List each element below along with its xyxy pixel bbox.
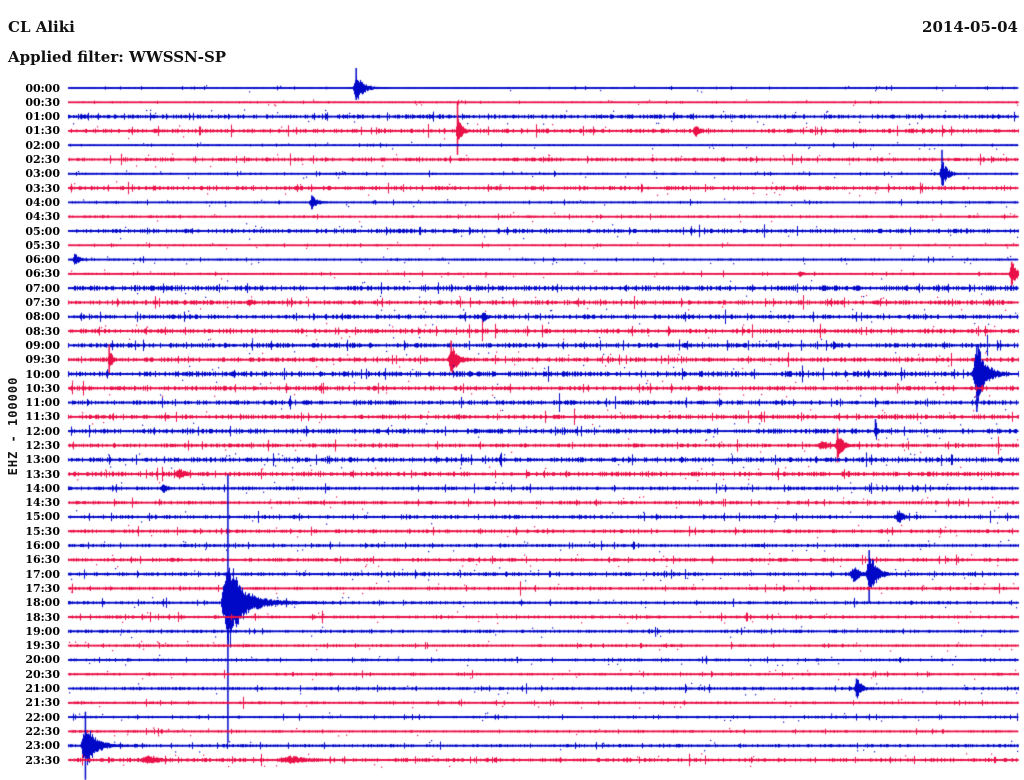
trace-time-label: 16:00 bbox=[25, 539, 60, 552]
trace-time-label: 05:30 bbox=[25, 238, 60, 252]
trace-time-label: 11:30 bbox=[25, 410, 60, 424]
trace-time-label: 03:30 bbox=[25, 181, 60, 195]
trace-time-label: 03:00 bbox=[25, 167, 60, 181]
trace-time-label: 17:00 bbox=[25, 567, 60, 581]
trace-time-label: 17:30 bbox=[25, 581, 60, 595]
trace-time-label: 23:00 bbox=[25, 739, 60, 753]
trace-time-label: 12:00 bbox=[25, 424, 60, 438]
trace-time-label: 08:00 bbox=[25, 310, 60, 324]
trace-time-label: 10:00 bbox=[25, 367, 60, 381]
trace-time-label: 22:00 bbox=[25, 710, 60, 724]
trace-time-label: 01:00 bbox=[25, 110, 60, 124]
trace-time-label: 02:00 bbox=[25, 138, 60, 152]
trace-time-label: 04:30 bbox=[25, 210, 60, 224]
trace-time-label: 10:30 bbox=[25, 381, 60, 395]
trace-time-label: 14:00 bbox=[25, 481, 60, 495]
trace-time-label: 15:30 bbox=[25, 524, 60, 538]
trace-time-label: 00:30 bbox=[25, 95, 60, 109]
trace-time-label: 00:00 bbox=[25, 81, 60, 95]
trace-time-label: 07:00 bbox=[25, 281, 60, 295]
trace-time-label: 19:00 bbox=[25, 624, 60, 638]
trace-time-label: 20:30 bbox=[25, 667, 60, 681]
trace-time-label: 23:30 bbox=[25, 753, 60, 767]
trace-time-label: 15:00 bbox=[25, 510, 60, 524]
trace-time-label: 07:30 bbox=[25, 296, 60, 309]
trace-time-label: 18:00 bbox=[25, 596, 60, 610]
trace-time-label: 08:30 bbox=[25, 324, 60, 338]
trace-time-label: 05:00 bbox=[25, 224, 60, 238]
trace-time-label: 04:00 bbox=[25, 195, 60, 209]
trace-time-label: 21:30 bbox=[25, 696, 60, 710]
trace-time-label: 13:00 bbox=[25, 453, 60, 467]
trace-time-label: 12:30 bbox=[25, 438, 60, 452]
trace-time-label: 09:00 bbox=[25, 338, 60, 352]
trace-time-label: 22:30 bbox=[25, 724, 60, 738]
trace-time-label: 01:30 bbox=[25, 124, 60, 138]
trace-time-label: 06:00 bbox=[25, 253, 60, 267]
trace-time-label: 16:30 bbox=[25, 553, 60, 567]
trace-time-label: 11:00 bbox=[25, 396, 60, 410]
trace-time-label: 06:30 bbox=[25, 267, 60, 281]
trace-time-label: 18:30 bbox=[25, 610, 60, 624]
trace-time-label: 21:00 bbox=[25, 682, 60, 695]
trace-time-label: 19:30 bbox=[25, 639, 60, 653]
trace-time-label: 02:30 bbox=[25, 153, 60, 166]
trace-time-label: 09:30 bbox=[25, 353, 60, 367]
trace-time-label: 20:00 bbox=[25, 653, 60, 667]
trace-time-label: 13:30 bbox=[25, 467, 60, 481]
trace-time-label: 14:30 bbox=[25, 496, 60, 510]
